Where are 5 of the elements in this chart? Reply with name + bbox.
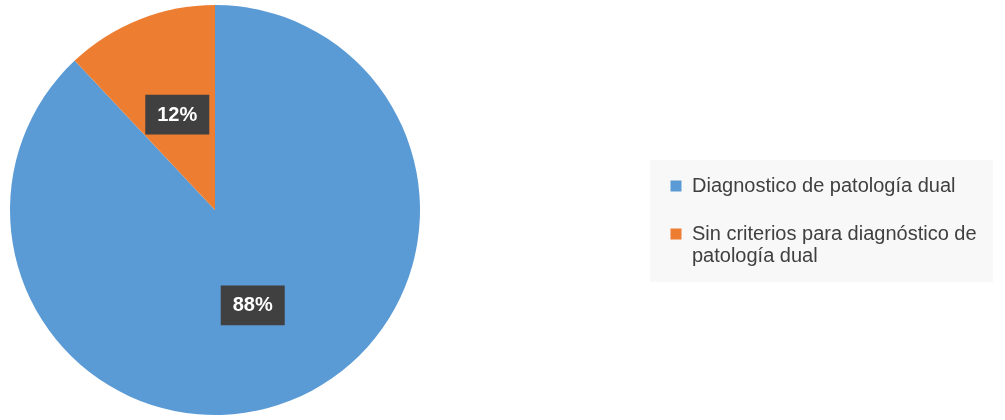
- legend-label: Diagnostico de patología dual: [692, 174, 956, 196]
- data-label: 12%: [157, 102, 198, 125]
- legend-label: Sin criterios para diagnóstico de patología dual: [692, 222, 977, 266]
- data-label: 88%: [232, 293, 273, 316]
- pie-slice: [10, 5, 420, 415]
